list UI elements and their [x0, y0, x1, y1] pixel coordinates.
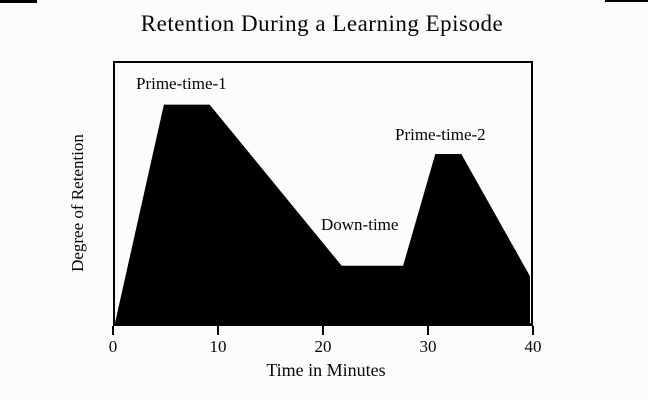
annotation-down-time: Down-time: [321, 215, 399, 234]
x-axis-tick-40: [532, 326, 534, 335]
x-axis-tick-20: [322, 326, 324, 335]
plot-area: Prime-time-1 Down-time Prime-time-2: [113, 61, 533, 326]
x-tick-label-30: 30: [419, 337, 437, 356]
x-axis-tick-0: [112, 326, 114, 335]
x-axis-tick-10: [217, 326, 219, 335]
x-tick-label-0: 0: [108, 337, 118, 356]
retention-area-silhouette: [115, 104, 530, 323]
x-tick-label-40: 40: [524, 337, 542, 356]
annotation-prime-time-1: Prime-time-1: [136, 74, 227, 93]
annotation-prime-time-2: Prime-time-2: [395, 125, 486, 144]
x-tick-label-10: 10: [209, 337, 227, 356]
y-axis-label: Degree of Retention: [68, 134, 87, 272]
chart-title: Retention During a Learning Episode: [140, 11, 504, 36]
x-axis-label: Time in Minutes: [266, 360, 386, 380]
top-edge-artifact-right: [605, 0, 648, 2]
x-tick-label-20: 20: [314, 337, 332, 356]
x-axis-tick-30: [427, 326, 429, 335]
top-edge-artifact-left: [0, 0, 37, 3]
